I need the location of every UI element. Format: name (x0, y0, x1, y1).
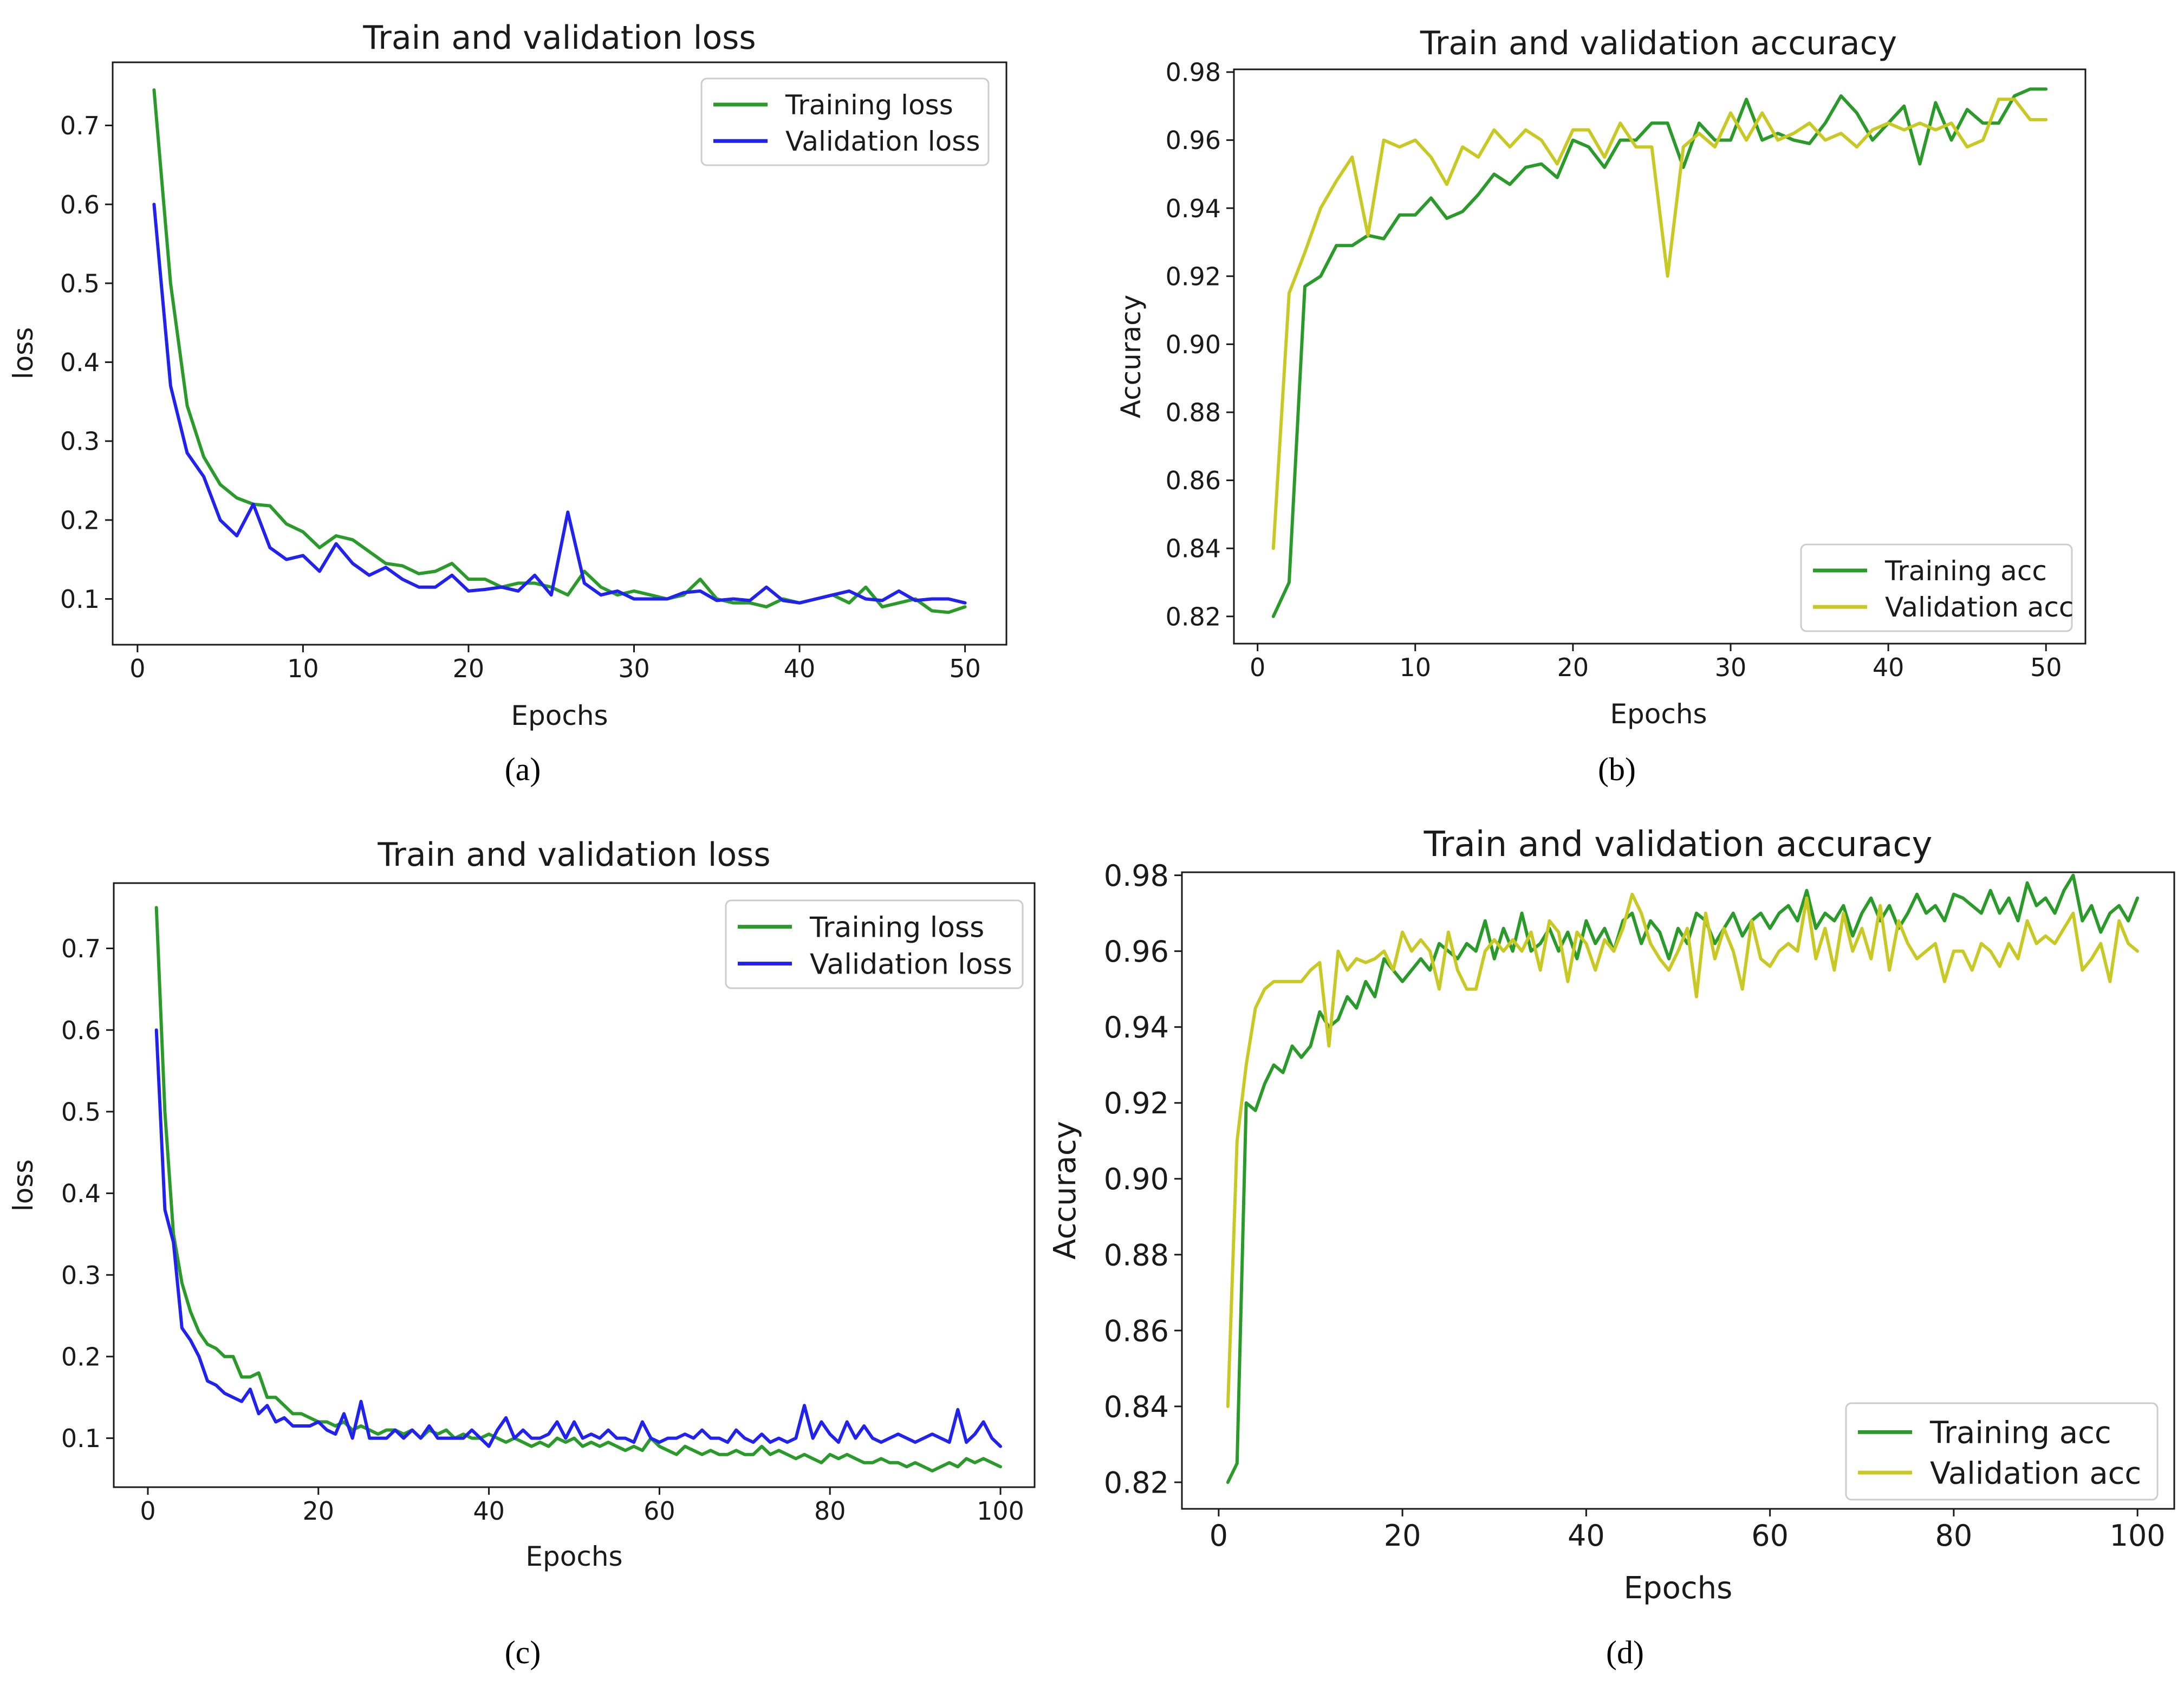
y-tick-label: 0.7 (61, 934, 101, 963)
panel-caption-b: (b) (1598, 751, 1636, 787)
y-tick-label: 0.5 (61, 1097, 101, 1126)
x-tick-label: 0 (1250, 653, 1265, 682)
legend-entry: Training loss (785, 89, 953, 121)
y-tick-label: 0.92 (1166, 262, 1221, 291)
legend-box (1800, 543, 2073, 632)
x-tick-label: 20 (1557, 653, 1589, 682)
legend-entry: Validation loss (810, 948, 1012, 981)
legend-entry: Training loss (809, 911, 984, 944)
series-line-validation-loss (152, 203, 967, 605)
y-axis-label-a: loss (8, 327, 39, 380)
legend-entry: Validation loss (785, 126, 980, 157)
x-tick-label: 80 (1935, 1519, 1973, 1553)
y-tick-label: 0.82 (1166, 602, 1221, 631)
y-tick-label: 0.4 (60, 348, 100, 377)
y-tick-label: 0.82 (1104, 1465, 1169, 1500)
y-tick-label: 0.88 (1104, 1238, 1169, 1272)
y-tick-label: 0.92 (1104, 1086, 1169, 1120)
x-tick-label: 20 (453, 654, 485, 683)
series-line-validation-acc (1271, 98, 2048, 550)
x-axis-label-a: Epochs (511, 700, 608, 731)
y-tick-label: 0.98 (1166, 58, 1221, 87)
panel-caption-c: (c) (505, 1635, 541, 1670)
legend-b: Training acc Validation acc (1800, 543, 2074, 632)
series-line-validation-acc (1226, 892, 2140, 1408)
y-tick-label: 0.96 (1166, 126, 1221, 155)
x-tick-label: 50 (949, 654, 981, 683)
x-tick-label: 50 (2030, 653, 2062, 682)
y-tick-label: 0.94 (1104, 1010, 1169, 1045)
chart-title-d: Train and validation accuracy (1424, 825, 1933, 865)
y-tick-label: 0.1 (60, 585, 100, 614)
chart-title-c: Train and validation loss (377, 836, 770, 874)
y-tick-label: 0.2 (61, 1342, 101, 1371)
legend-entry: Validation acc (1885, 592, 2074, 623)
y-axis-label-c: loss (8, 1159, 39, 1212)
chart-panel-a: Train and validation loss Epochs loss 0 10 20… (8, 19, 1007, 787)
x-tick-label: 40 (1873, 653, 1904, 682)
x-tick-label: 80 (814, 1496, 846, 1526)
y-tick-label: 0.84 (1104, 1390, 1169, 1424)
x-tick-label: 0 (140, 1496, 155, 1526)
y-tick-label: 0.2 (60, 505, 100, 535)
y-tick-label: 0.98 (1104, 859, 1169, 893)
legend-a: Training loss Validation loss (700, 77, 990, 166)
x-axis-label-c: Epochs (525, 1541, 622, 1572)
x-tick-label: 60 (644, 1496, 675, 1526)
x-tick-label: 100 (977, 1496, 1024, 1526)
y-tick-label: 0.5 (60, 269, 100, 298)
y-tick-label: 0.86 (1166, 466, 1221, 495)
legend-box (700, 77, 990, 166)
x-tick-label: 40 (473, 1496, 505, 1526)
y-tick-label: 0.84 (1166, 534, 1221, 563)
x-tick-label: 10 (287, 654, 319, 683)
y-tick-label: 0.3 (60, 427, 100, 456)
legend-d: Training acc Validation acc (1845, 1402, 2159, 1501)
legend-box (725, 899, 1024, 989)
x-tick-label: 0 (129, 654, 145, 683)
y-axis-label-b: Accuracy (1115, 295, 1147, 418)
x-tick-label: 40 (784, 654, 816, 683)
y-axis-label-d: Accuracy (1048, 1121, 1083, 1260)
panel-caption-a: (a) (505, 751, 541, 787)
y-tick-label: 0.6 (60, 190, 100, 219)
panel-caption-d: (d) (1606, 1635, 1644, 1670)
x-tick-label: 40 (1568, 1519, 1605, 1553)
y-tick-label: 0.7 (60, 111, 100, 140)
y-tick-label: 0.4 (61, 1179, 101, 1208)
y-tick-label: 0.3 (61, 1261, 101, 1290)
x-tick-label: 20 (303, 1496, 335, 1526)
x-tick-label: 100 (2110, 1519, 2166, 1553)
x-tick-label: 0 (1210, 1519, 1228, 1553)
chart-panel-c: Train and validation loss Epochs loss 0 20 40… (8, 836, 1036, 1670)
x-tick-label: 10 (1400, 653, 1432, 682)
legend-entry: Training acc (1884, 555, 2047, 587)
series-line-validation-loss (154, 1028, 1002, 1448)
x-tick-label: 30 (1715, 653, 1747, 682)
chart-title-b: Train and validation accuracy (1420, 24, 1897, 62)
legend-c: Training loss Validation loss (725, 899, 1024, 989)
chart-title-a: Train and validation loss (362, 19, 756, 57)
series-line-training-acc (1271, 87, 2048, 618)
legend-entry: Training acc (1929, 1416, 2111, 1451)
y-tick-label: 0.86 (1104, 1314, 1169, 1348)
y-tick-label: 0.90 (1104, 1162, 1169, 1196)
x-tick-label: 30 (618, 654, 650, 683)
x-axis-label-b: Epochs (1610, 698, 1707, 730)
y-tick-label: 0.6 (61, 1016, 101, 1045)
y-tick-label: 0.94 (1166, 194, 1221, 223)
series-line-training-loss (154, 906, 1002, 1473)
y-tick-label: 0.90 (1166, 330, 1221, 359)
y-tick-label: 0.1 (61, 1424, 101, 1453)
x-axis-label-d: Epochs (1624, 1571, 1733, 1606)
chart-panel-d: Train and validation accuracy Epochs Accur… (1048, 825, 2175, 1670)
legend-entry: Validation acc (1930, 1456, 2141, 1491)
chart-panel-b: Train and validation accuracy Epochs Accur… (1115, 24, 2086, 787)
x-tick-label: 60 (1751, 1519, 1789, 1553)
x-tick-label: 20 (1384, 1519, 1421, 1553)
y-tick-label: 0.96 (1104, 935, 1169, 969)
legend-box (1845, 1402, 2159, 1501)
y-tick-label: 0.88 (1166, 398, 1221, 427)
